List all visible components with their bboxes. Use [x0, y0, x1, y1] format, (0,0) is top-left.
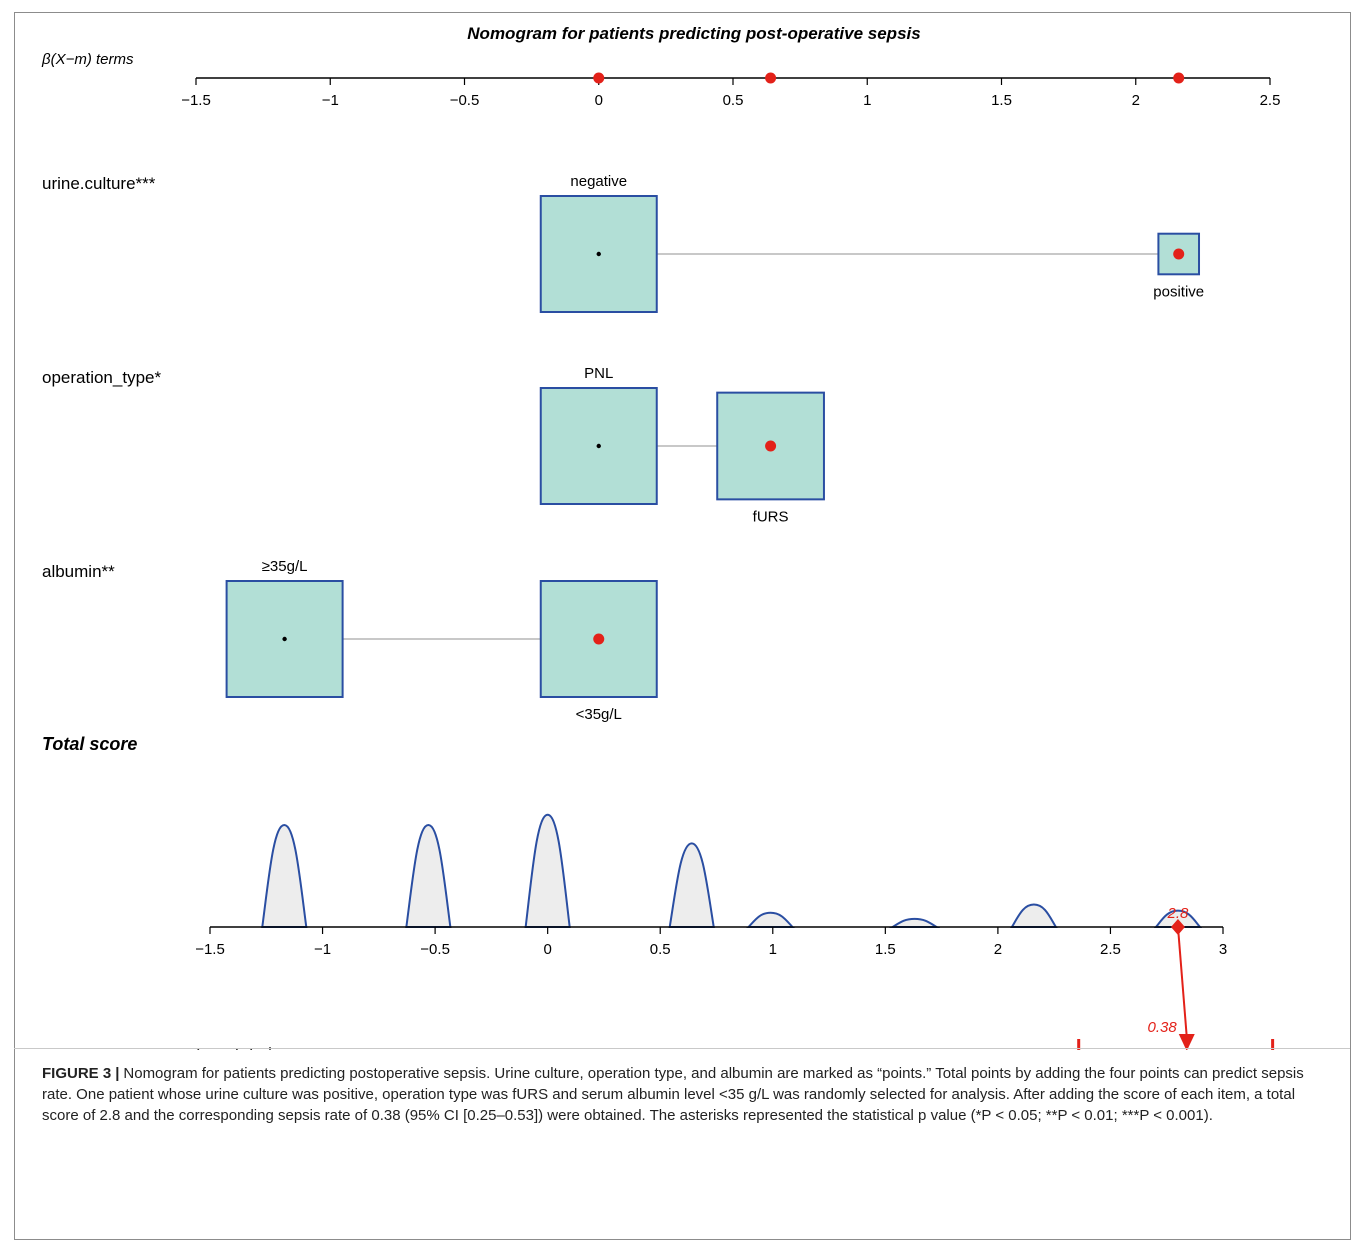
selected-probability-label: 0.38: [1148, 1019, 1178, 1036]
variable-label: albumin**: [42, 562, 115, 581]
caption-divider: [14, 1048, 1350, 1049]
score-density-hump: [405, 823, 452, 928]
beta-axis-marker: [593, 72, 605, 84]
beta-axis-marker: [1173, 72, 1185, 84]
total-score-tick-label: −1.5: [195, 941, 225, 958]
selected-score-marker: [1170, 919, 1185, 935]
score-density-hump: [1010, 903, 1058, 928]
total-score-tick-label: −0.5: [420, 941, 450, 958]
level-center-dot: [282, 636, 287, 642]
beta-axis-tick-label: −0.5: [450, 92, 480, 109]
score-density-hump: [524, 813, 571, 928]
selected-level-marker: [1173, 248, 1185, 260]
total-score-tick-label: 2.5: [1100, 941, 1121, 958]
level-center-dot: [596, 443, 601, 449]
beta-axis-tick-label: 1: [863, 92, 871, 109]
total-score-tick-label: −1: [314, 941, 331, 958]
caption-separator: |: [115, 1065, 120, 1082]
score-density-hump: [889, 917, 941, 928]
probability-arrowhead: [1178, 1034, 1195, 1050]
beta-axis-tick-label: 2: [1132, 92, 1140, 109]
total-score-tick-label: 2: [994, 941, 1002, 958]
level-label: <35g/L: [576, 706, 622, 723]
figure-caption: FIGURE 3 | Nomogram for patients predictin…: [42, 1063, 1332, 1126]
level-label: negative: [570, 173, 627, 190]
variable-label: urine.culture***: [42, 174, 156, 193]
nomogram-chart: Nomogram for patients predicting post-op…: [41, 24, 1281, 1050]
total-score-tick-label: 1.5: [875, 941, 896, 958]
level-label: positive: [1153, 283, 1204, 300]
beta-axis-tick-label: 2.5: [1260, 92, 1281, 109]
total-score-tick-label: 3: [1219, 941, 1227, 958]
total-score-tick-label: 1: [769, 941, 777, 958]
beta-axis-tick-label: 0.5: [723, 92, 744, 109]
beta-axis-tick-label: 1.5: [991, 92, 1012, 109]
caption-text: Nomogram for patients predicting postope…: [42, 1065, 1304, 1124]
selected-level-marker: [765, 440, 777, 452]
level-label: ≥35g/L: [262, 558, 308, 575]
beta-axis-tick-label: −1: [322, 92, 339, 109]
beta-axis-tick-label: 0: [595, 92, 603, 109]
score-density-hump: [1153, 909, 1203, 928]
beta-axis-label: β(X−m) terms: [41, 51, 134, 68]
chart-title: Nomogram for patients predicting post-op…: [467, 24, 920, 43]
total-score-tick-label: 0.5: [650, 941, 671, 958]
beta-axis-tick-label: −1.5: [181, 92, 211, 109]
level-center-dot: [596, 251, 601, 257]
score-density-hump: [746, 911, 795, 928]
score-density-hump: [668, 842, 715, 928]
level-label: fURS: [753, 508, 789, 525]
caption-figure-number: FIGURE 3: [42, 1065, 112, 1082]
total-score-tick-label: 0: [543, 941, 551, 958]
total-score-label: Total score: [42, 734, 137, 754]
variable-label: operation_type*: [42, 368, 161, 387]
score-density-hump: [261, 823, 308, 928]
level-label: PNL: [584, 365, 613, 382]
selected-score-label: 2.8: [1167, 905, 1190, 922]
selected-level-marker: [593, 633, 605, 645]
score-to-probability-line: [1176, 926, 1188, 1038]
beta-axis-marker: [765, 72, 777, 84]
